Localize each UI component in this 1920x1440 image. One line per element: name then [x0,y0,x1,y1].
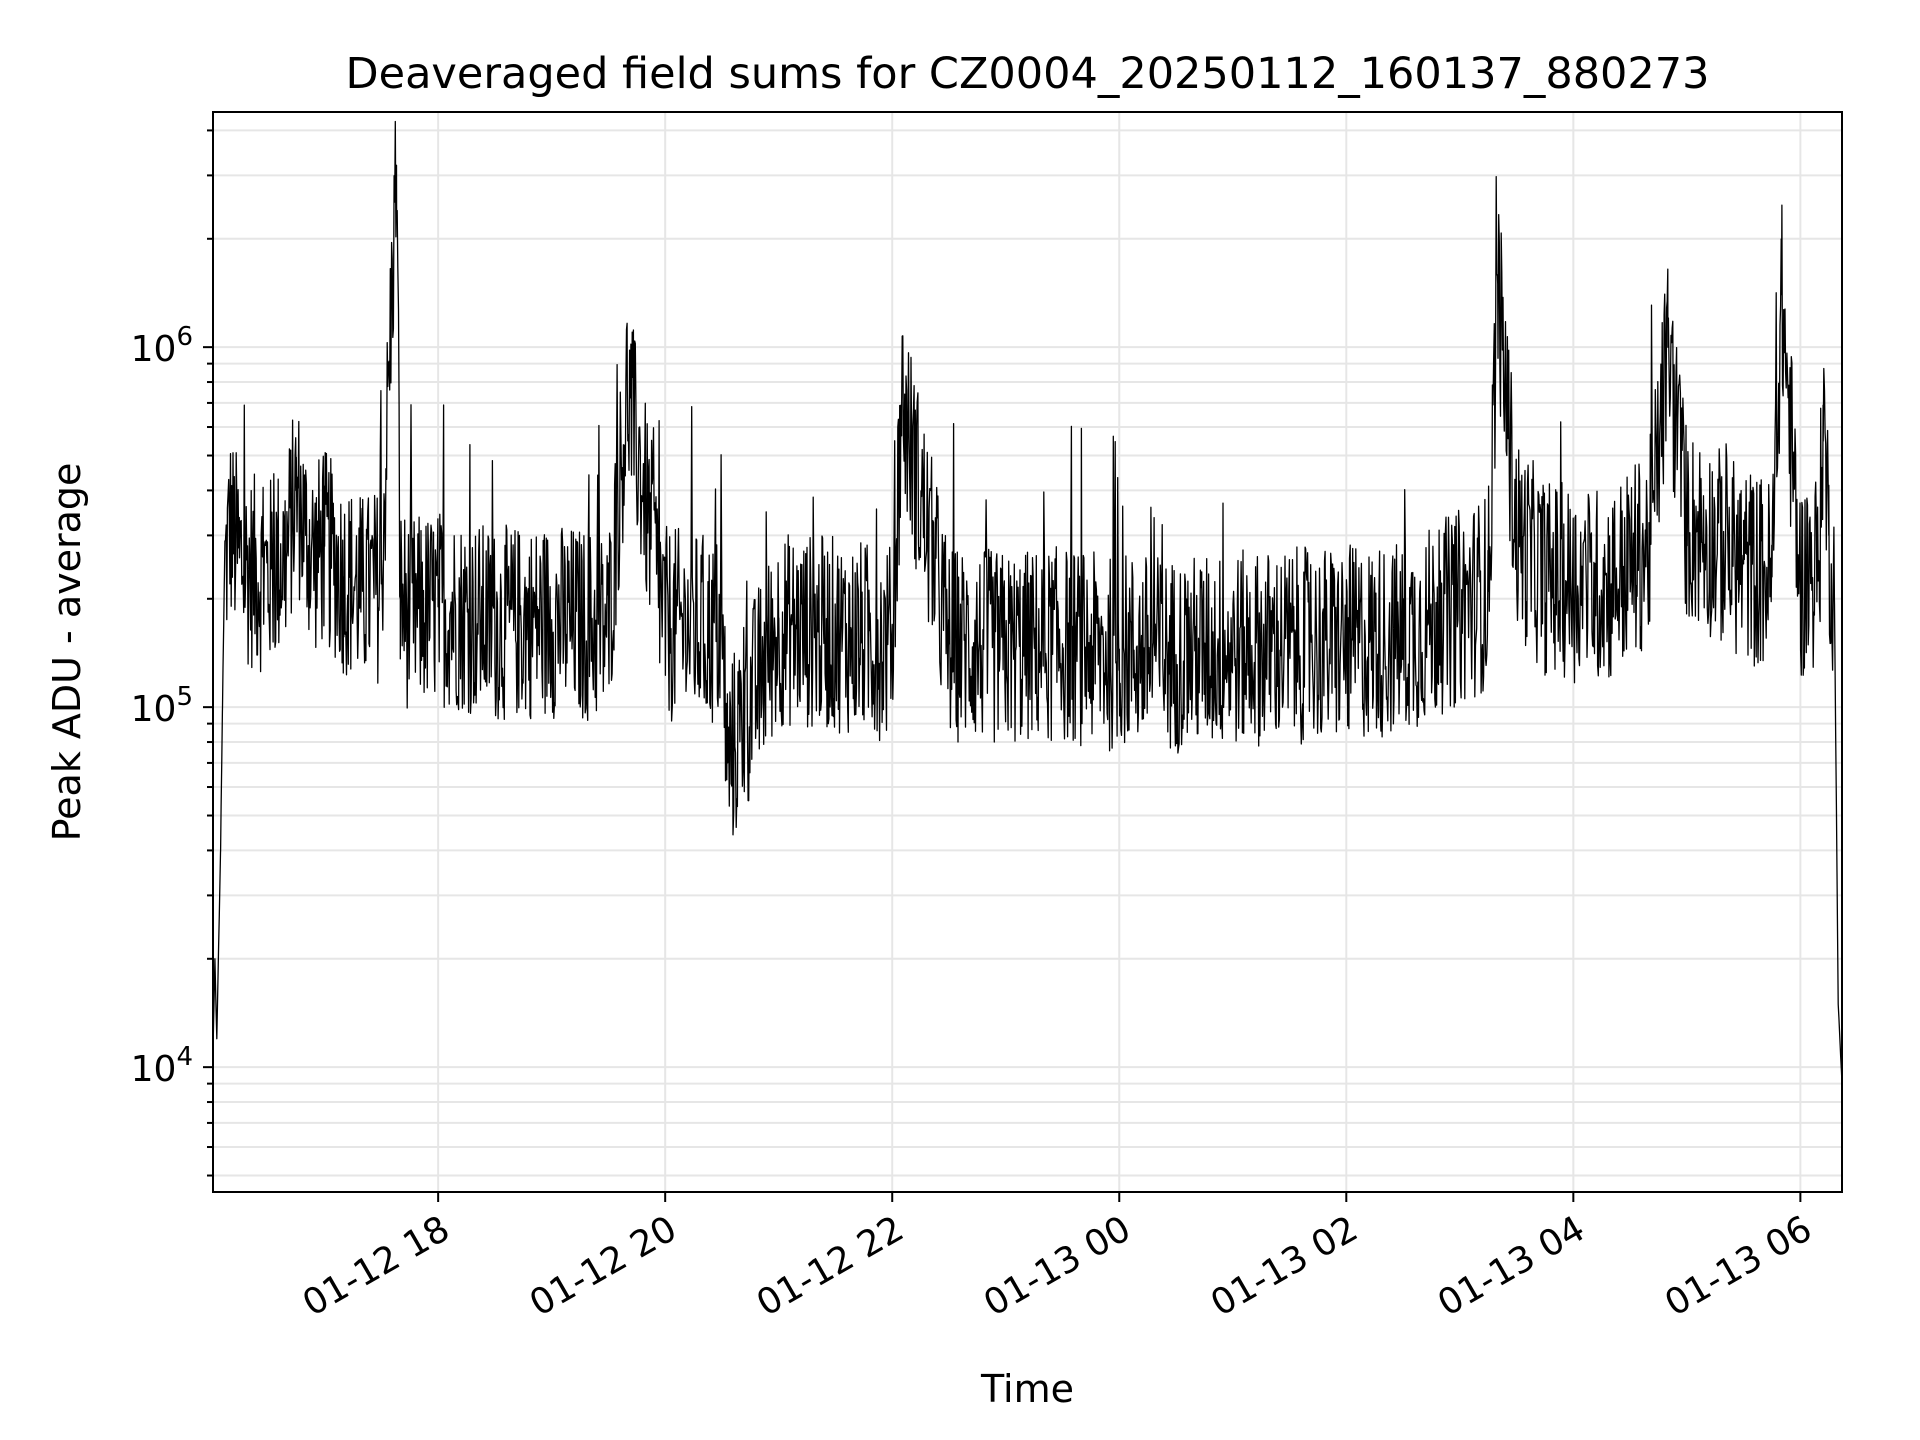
x-tick-label: 01-12 18 [296,1208,457,1324]
x-tick-label: 01-12 22 [750,1208,911,1324]
y-axis-label: Peak ADU - average [45,463,89,842]
y-tick-label: 105 [131,682,193,730]
series-layer [212,120,1843,1084]
ticks-layer: 104 105 106 01-12 18 01-12 20 01-12 22 01-13 0… [131,129,1819,1325]
chart-title: Deaveraged field sums for CZ0004_2025011… [346,49,1710,99]
x-axis-label: Time [980,1367,1074,1411]
x-tick-label: 01-13 00 [977,1208,1138,1324]
x-tick-label: 01-13 02 [1204,1208,1365,1324]
y-tick-label: 104 [131,1042,193,1090]
x-tick-label: 01-13 04 [1431,1208,1592,1324]
y-tick-label: 106 [131,322,193,370]
series-line [212,120,1843,1084]
x-tick-label: 01-13 06 [1658,1208,1819,1324]
plot-frame [212,111,1843,1193]
x-tick-label: 01-12 20 [523,1208,684,1324]
